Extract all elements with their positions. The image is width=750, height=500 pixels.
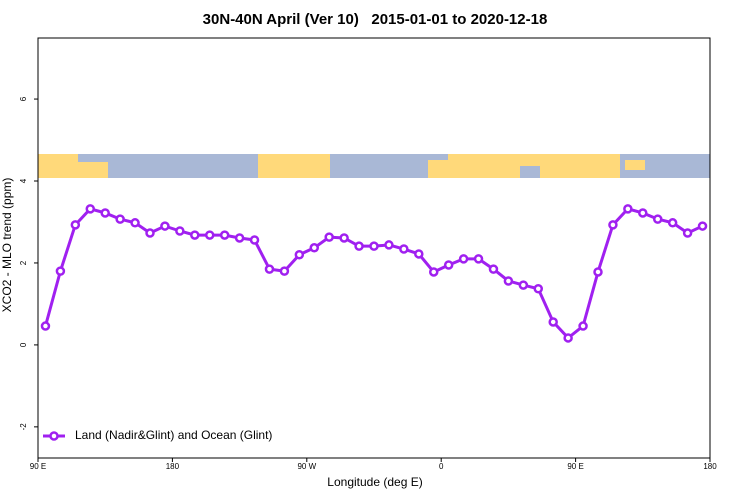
point	[608, 220, 618, 230]
point	[667, 218, 678, 228]
legend-label: Land (Nadir&Glint) and Ocean (Glint)	[75, 428, 272, 442]
point	[443, 260, 454, 270]
point	[40, 321, 51, 331]
point	[204, 230, 215, 240]
point	[548, 317, 558, 327]
point	[503, 276, 514, 286]
point	[249, 235, 260, 245]
y-axis-label: XCO2 - MLO trend (ppm)	[0, 178, 14, 313]
point	[593, 267, 603, 277]
point	[533, 284, 544, 294]
point	[115, 214, 125, 224]
point	[219, 230, 230, 240]
point	[518, 280, 529, 290]
map-strip	[38, 154, 710, 178]
point	[623, 204, 633, 214]
chart-title: 30N-40N April (Ver 10) 2015-01-01 to 202…	[203, 11, 548, 28]
point	[145, 228, 155, 238]
y-tick-label: 0	[19, 342, 28, 347]
point	[578, 321, 588, 331]
x-tick-label: 90 E	[567, 462, 583, 471]
point	[488, 264, 499, 274]
point	[652, 214, 663, 224]
y-tick-label: 4	[19, 178, 28, 183]
x-tick-label: 90 W	[297, 462, 316, 471]
point	[369, 241, 379, 251]
x-axis-label: Longitude (deg E)	[327, 475, 422, 489]
point	[70, 220, 81, 230]
legend-marker	[49, 431, 59, 441]
point	[190, 230, 200, 240]
plot-frame	[37, 37, 711, 459]
point	[100, 208, 110, 218]
point	[638, 208, 648, 218]
point	[264, 264, 275, 274]
series-line	[44, 207, 704, 340]
point	[384, 240, 394, 250]
point	[428, 267, 439, 277]
point	[55, 266, 66, 276]
point	[697, 221, 708, 231]
point	[354, 241, 364, 251]
x-tick-label: 0	[439, 462, 444, 471]
point	[130, 218, 140, 228]
point	[294, 250, 305, 260]
y-tick-label: -2	[19, 423, 28, 431]
point	[563, 333, 573, 343]
point	[309, 243, 320, 253]
point	[160, 221, 170, 231]
point	[682, 228, 693, 238]
point	[339, 233, 349, 243]
point	[234, 233, 245, 243]
point	[324, 232, 334, 242]
point	[175, 226, 185, 236]
point	[399, 244, 409, 254]
x-tick-label: 90 E	[30, 462, 46, 471]
x-tick-label: 180	[166, 462, 180, 471]
x-tick-label: 180	[703, 462, 717, 471]
point	[458, 254, 469, 264]
y-tick-label: 2	[19, 260, 28, 265]
point	[414, 249, 424, 259]
point	[279, 266, 290, 276]
point	[473, 254, 484, 264]
y-tick-label: 6	[19, 96, 28, 101]
point	[85, 204, 96, 214]
